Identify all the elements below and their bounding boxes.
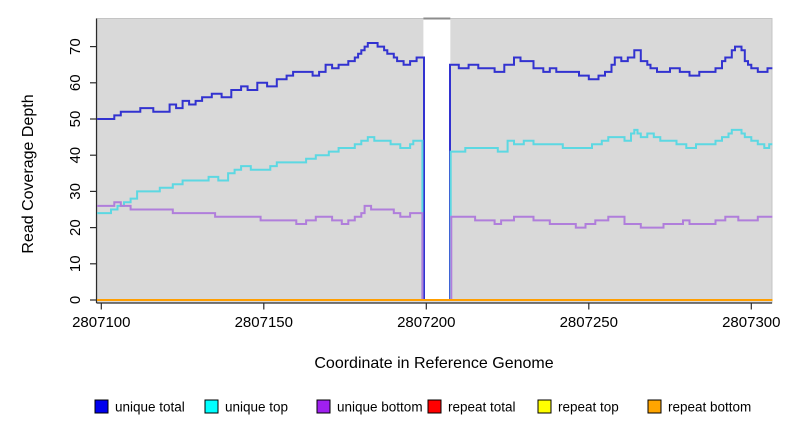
y-tick-label: 70 bbox=[67, 38, 84, 55]
y-tick-label: 10 bbox=[67, 255, 84, 272]
legend-label-repeat-bottom: repeat bottom bbox=[668, 400, 751, 415]
gap-white-rect bbox=[423, 13, 451, 301]
x-axis-title: Coordinate in Reference Genome bbox=[314, 355, 553, 372]
no-data-gap-band bbox=[423, 13, 451, 301]
legend-label-unique-total: unique total bbox=[115, 400, 185, 415]
legend-swatch-repeat-top bbox=[537, 399, 552, 414]
x-tick-label: 2807300 bbox=[722, 314, 780, 331]
legend-swatch-repeat-bottom bbox=[647, 399, 662, 414]
legend-swatch-unique-top bbox=[204, 399, 219, 414]
legend: unique total unique top unique bottom repea… bbox=[94, 399, 751, 415]
legend-label-repeat-top: repeat top bbox=[558, 400, 619, 415]
legend-label-repeat-total: repeat total bbox=[448, 400, 516, 415]
x-tick-label: 2807150 bbox=[235, 314, 293, 331]
y-tick-label: 40 bbox=[67, 147, 84, 164]
y-tick-label: 60 bbox=[67, 74, 84, 91]
y-axis-ticks: 0 10 20 30 40 50 60 70 bbox=[67, 38, 97, 304]
legend-label-unique-bottom: unique bottom bbox=[337, 400, 423, 415]
x-tick-label: 2807250 bbox=[560, 314, 618, 331]
x-tick-label: 2807200 bbox=[397, 314, 455, 331]
x-tick-label: 2807100 bbox=[72, 314, 130, 331]
series-lines bbox=[97, 42, 773, 301]
y-axis-title: Read Coverage Depth bbox=[20, 94, 37, 253]
y-tick-label: 30 bbox=[67, 183, 84, 200]
legend-swatch-repeat-total bbox=[427, 399, 442, 414]
legend-swatch-unique-total bbox=[94, 399, 109, 414]
legend-label-unique-top: unique top bbox=[225, 400, 288, 415]
x-axis-ticks: 2807100 2807150 2807200 2807250 2807300 bbox=[72, 303, 781, 331]
y-tick-label: 20 bbox=[67, 219, 84, 236]
legend-swatch-unique-bottom bbox=[316, 399, 331, 414]
series-line-unique-top bbox=[97, 128, 773, 301]
y-tick-label: 50 bbox=[67, 111, 84, 128]
y-tick-label: 0 bbox=[67, 296, 84, 304]
